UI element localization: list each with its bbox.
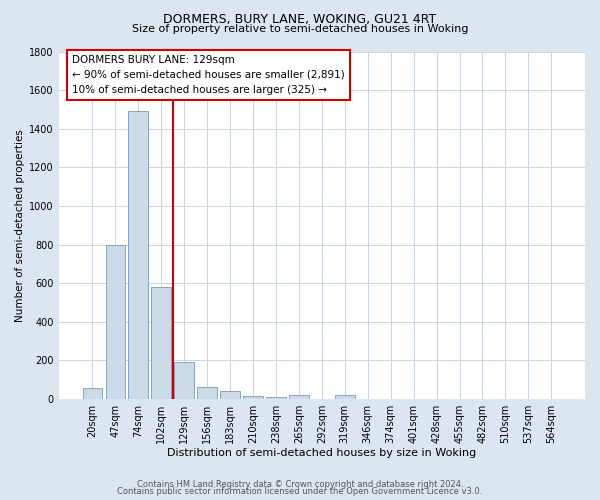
Bar bbox=[289, 395, 308, 399]
X-axis label: Distribution of semi-detached houses by size in Woking: Distribution of semi-detached houses by … bbox=[167, 448, 476, 458]
Bar bbox=[266, 397, 286, 399]
Bar bbox=[335, 395, 355, 399]
Bar bbox=[220, 392, 240, 399]
Bar bbox=[243, 396, 263, 399]
Text: Size of property relative to semi-detached houses in Woking: Size of property relative to semi-detach… bbox=[132, 24, 468, 34]
Bar bbox=[175, 362, 194, 399]
Bar bbox=[106, 244, 125, 399]
Bar bbox=[151, 287, 171, 399]
Text: DORMERS, BURY LANE, WOKING, GU21 4RT: DORMERS, BURY LANE, WOKING, GU21 4RT bbox=[163, 12, 437, 26]
Text: Contains HM Land Registry data © Crown copyright and database right 2024.: Contains HM Land Registry data © Crown c… bbox=[137, 480, 463, 489]
Y-axis label: Number of semi-detached properties: Number of semi-detached properties bbox=[15, 129, 25, 322]
Bar bbox=[197, 386, 217, 399]
Text: DORMERS BURY LANE: 129sqm
← 90% of semi-detached houses are smaller (2,891)
10% : DORMERS BURY LANE: 129sqm ← 90% of semi-… bbox=[72, 55, 344, 94]
Bar bbox=[83, 388, 102, 399]
Bar bbox=[128, 112, 148, 399]
Text: Contains public sector information licensed under the Open Government Licence v3: Contains public sector information licen… bbox=[118, 488, 482, 496]
